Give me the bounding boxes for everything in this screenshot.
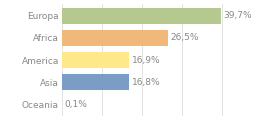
Text: 26,5%: 26,5% <box>171 33 199 42</box>
Text: 39,7%: 39,7% <box>223 11 252 20</box>
Bar <box>62 74 129 90</box>
Bar <box>62 52 129 68</box>
Text: 0,1%: 0,1% <box>64 100 87 109</box>
Text: 16,8%: 16,8% <box>132 78 160 87</box>
Bar <box>62 8 221 24</box>
Bar <box>62 30 168 46</box>
Text: 16,9%: 16,9% <box>132 55 160 65</box>
